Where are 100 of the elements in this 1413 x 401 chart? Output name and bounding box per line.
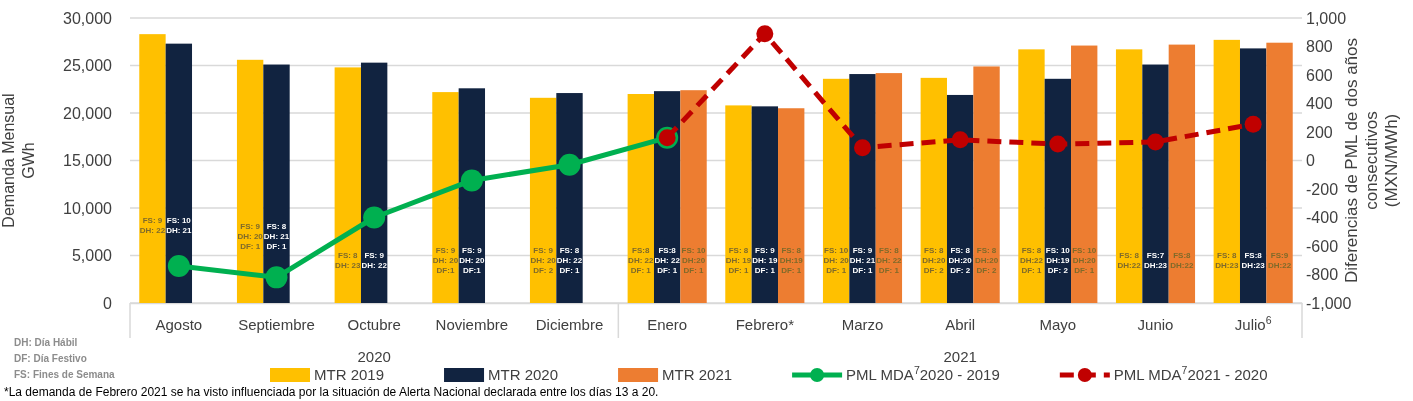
legend-label: PML MDA$^{7}$2020 - 2019 [846, 364, 1000, 383]
legend-label: PML MDA$^{7}$2021 - 2020 [1113, 364, 1268, 383]
bar [1018, 49, 1045, 303]
bar [1071, 45, 1098, 303]
bar [334, 67, 361, 303]
data-label: FS: 8 DH:22 DF: 1 [1019, 246, 1044, 275]
data-label: FS: 9 DH: 20 DF:1 [459, 246, 486, 275]
x-tick-label: Noviembre [435, 316, 509, 333]
x-tick-label: Julio$^{6}$ [1234, 314, 1272, 333]
text: FS: Fines de Semana [14, 369, 116, 380]
point [363, 206, 386, 229]
bar [973, 66, 1000, 303]
x-tick-label: Agosto [155, 316, 203, 333]
text: *La demanda de Febrero 2021 se ha visto influenciada por la situación de Alerta Nacional declarada entre los días 13 a 20. [4, 385, 659, 399]
bar [1213, 39, 1240, 303]
point [951, 131, 969, 149]
y-tick-label: 0 [103, 294, 113, 312]
bar [653, 91, 681, 303]
data-label: FS:8 DH:22 [1170, 251, 1194, 270]
data-label: FS: 8 DH: 19 DF: 1 [725, 246, 752, 275]
data-label: FS: 9 DH: 21 DF: 1 [849, 246, 876, 275]
x-tick-label: Septiembre [238, 316, 315, 333]
y-tick-label: 30,000 [63, 9, 113, 27]
bar [1115, 49, 1143, 303]
data-label: FS: 9 DH: 20 DF: 1 [237, 222, 264, 252]
bar [1266, 42, 1293, 303]
bar [822, 78, 850, 303]
text: DF: Día Festivo [14, 353, 87, 364]
x-tick-label: Marzo [841, 316, 884, 333]
bar [680, 90, 707, 303]
data-label: FS: 9 DH: 20 DF: 2 [530, 246, 557, 275]
data-label: FS:9 DH:22 [1267, 251, 1292, 270]
bar [165, 43, 193, 303]
data-label: FS: 10 DH:20 DF: 1 [1072, 246, 1097, 275]
point [167, 254, 190, 277]
y2-tick-label: 0 [1306, 152, 1315, 170]
bar [360, 62, 388, 303]
y2-tick-label: 600 [1306, 66, 1333, 84]
y-tick-label: 5,000 [71, 247, 113, 265]
bar [236, 59, 264, 303]
bar [946, 94, 974, 303]
bar [556, 93, 583, 303]
point [854, 139, 871, 157]
bar [627, 94, 654, 303]
y2-tick-label: -400 [1306, 209, 1339, 227]
data-label: FS: 8 DH: 22 DF: 1 [556, 246, 583, 275]
y2-tick-label: 800 [1306, 38, 1333, 56]
legend-label: MTR 2020 [488, 366, 559, 383]
x-tick-label: Junio [1137, 316, 1174, 333]
y2-tick-label: 400 [1306, 95, 1333, 113]
data-label: FS: 9 DH: 22 [139, 215, 166, 235]
bar [263, 64, 290, 303]
data-label: FS: 8 DH: 21 DF: 1 [263, 222, 290, 252]
bar [778, 108, 805, 303]
data-label: FS: 8 DH:22 [1117, 251, 1142, 270]
point [1244, 115, 1262, 133]
data-label: FS: 8 DH:20 DF: 2 [948, 246, 973, 275]
point [460, 169, 483, 192]
legend-label: MTR 2019 [314, 366, 385, 383]
data-label: FS: 8 DH:20 DF: 2 [974, 246, 999, 275]
y-tick-label: 15,000 [63, 152, 113, 170]
data-label: FS: 10 DH: 20 DF: 1 [823, 246, 850, 275]
data-label: FS:7 DH:23 [1143, 251, 1168, 270]
bar [849, 74, 876, 303]
data-label: FS:8 DH:23 [1241, 251, 1266, 270]
legend-label: MTR 2021 [662, 366, 733, 383]
bar [1168, 44, 1196, 303]
data-label: FS: 10 DH:20 DF: 1 [681, 246, 707, 275]
point [558, 153, 581, 176]
y-axis-title: Demanda Mensual GWh [0, 93, 37, 228]
point [1147, 133, 1164, 151]
bar [139, 34, 166, 303]
data-label: FS: 8 DH: 23 [335, 251, 362, 270]
x-tick-label: Abril [945, 316, 976, 333]
text: 2020 [357, 348, 391, 365]
bar [1142, 64, 1169, 303]
y-tick-label: 20,000 [63, 104, 113, 122]
data-label: FS: 10 DH: 21 [166, 215, 193, 235]
text: 2021 [943, 348, 977, 365]
y2-tick-label: -200 [1306, 180, 1339, 198]
bar [458, 88, 486, 303]
data-label: FS: 8 DH:19 DF: 1 [779, 246, 804, 275]
y2-tick-label: -800 [1306, 266, 1339, 284]
data-label: FS: 10 DH:19 DF: 2 [1045, 246, 1071, 275]
y2-tick-label: -1,000 [1306, 294, 1352, 312]
data-label: FS: 9 DH: 20 DF:1 [432, 246, 459, 275]
bar [725, 105, 752, 303]
data-label: FS: 8 DH:23 [1215, 251, 1239, 270]
x-tick-label: Mayo [1039, 316, 1077, 333]
bar [1044, 78, 1072, 303]
y2-tick-label: 200 [1306, 123, 1333, 141]
bar [432, 92, 459, 303]
y2-axis-title: Diferencias de PML de dos años consecutivos (MXN/MWh) [1341, 37, 1402, 284]
bar [529, 97, 557, 303]
text: DH: Día Hábil [14, 337, 78, 348]
bar [1239, 48, 1267, 303]
x-tick-label: Febrero* [735, 316, 795, 333]
point [1049, 135, 1067, 153]
x-tick-label: Enero [647, 316, 688, 333]
y2-tick-label: -600 [1306, 237, 1339, 255]
